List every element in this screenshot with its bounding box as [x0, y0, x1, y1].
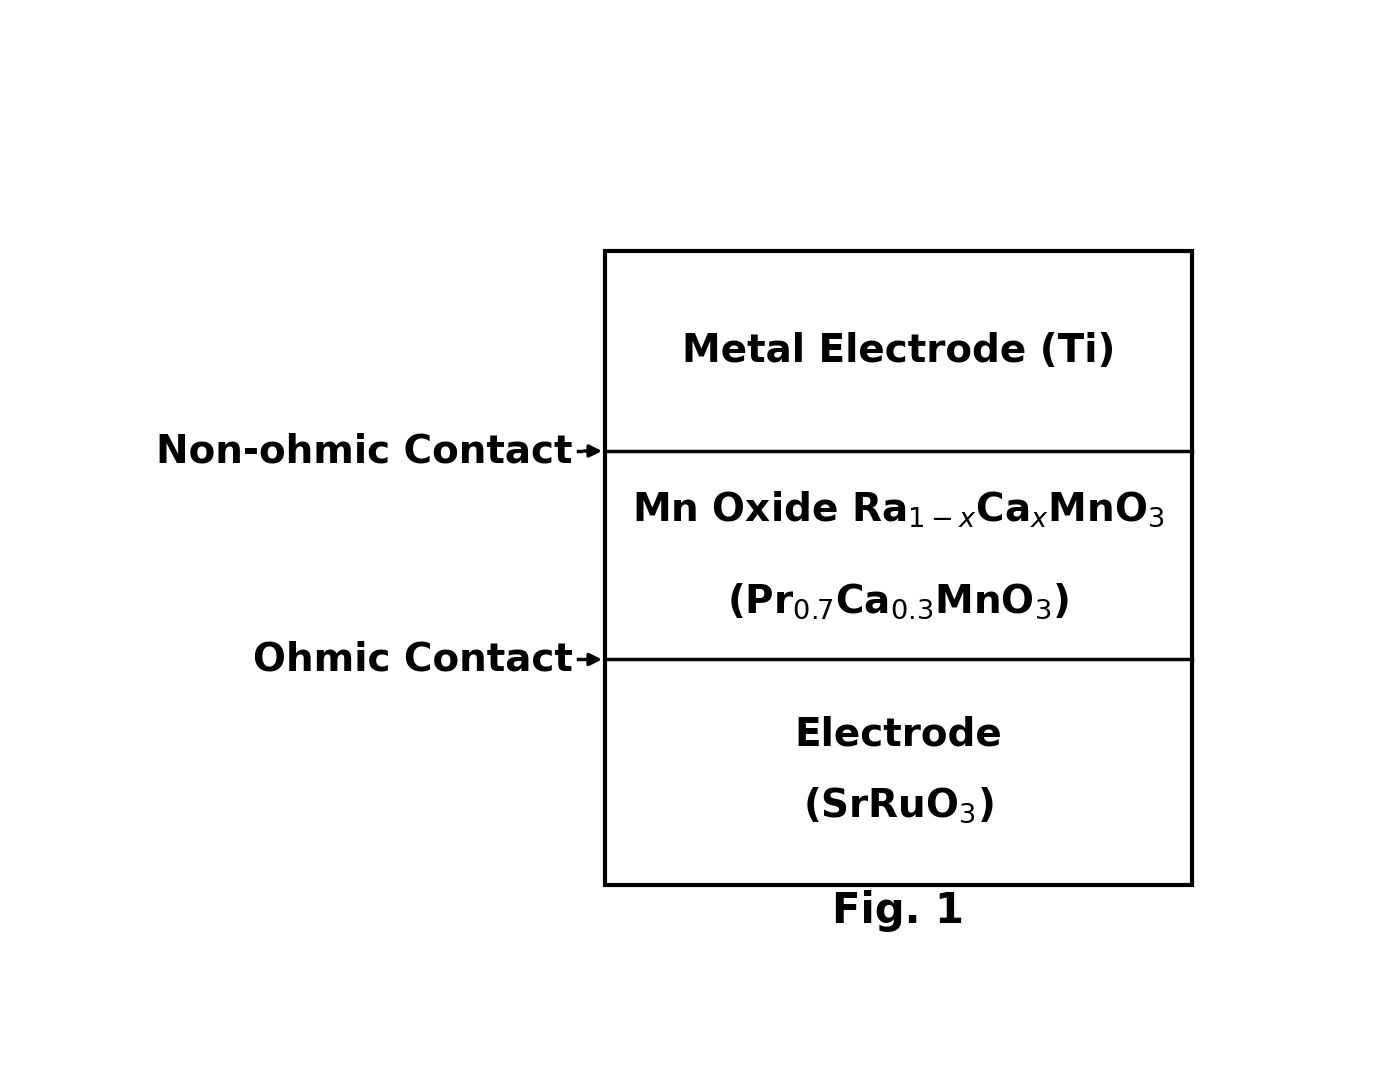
Text: Metal Electrode (Ti): Metal Electrode (Ti): [682, 332, 1115, 370]
Bar: [605, 251, 1192, 885]
Text: Ohmic Contact: Ohmic Contact: [252, 640, 573, 678]
Text: Non-ohmic Contact: Non-ohmic Contact: [156, 432, 573, 470]
Text: Electrode: Electrode: [795, 716, 1002, 754]
Text: Fig. 1: Fig. 1: [832, 890, 965, 932]
Text: (SrRuO$_{3}$): (SrRuO$_{3}$): [803, 785, 994, 825]
Text: (Pr$_{0.7}$Ca$_{0.3}$MnO$_{3}$): (Pr$_{0.7}$Ca$_{0.3}$MnO$_{3}$): [728, 582, 1069, 621]
Text: Mn Oxide Ra$_{1-x}$Ca$_{x}$MnO$_{3}$: Mn Oxide Ra$_{1-x}$Ca$_{x}$MnO$_{3}$: [633, 490, 1164, 530]
